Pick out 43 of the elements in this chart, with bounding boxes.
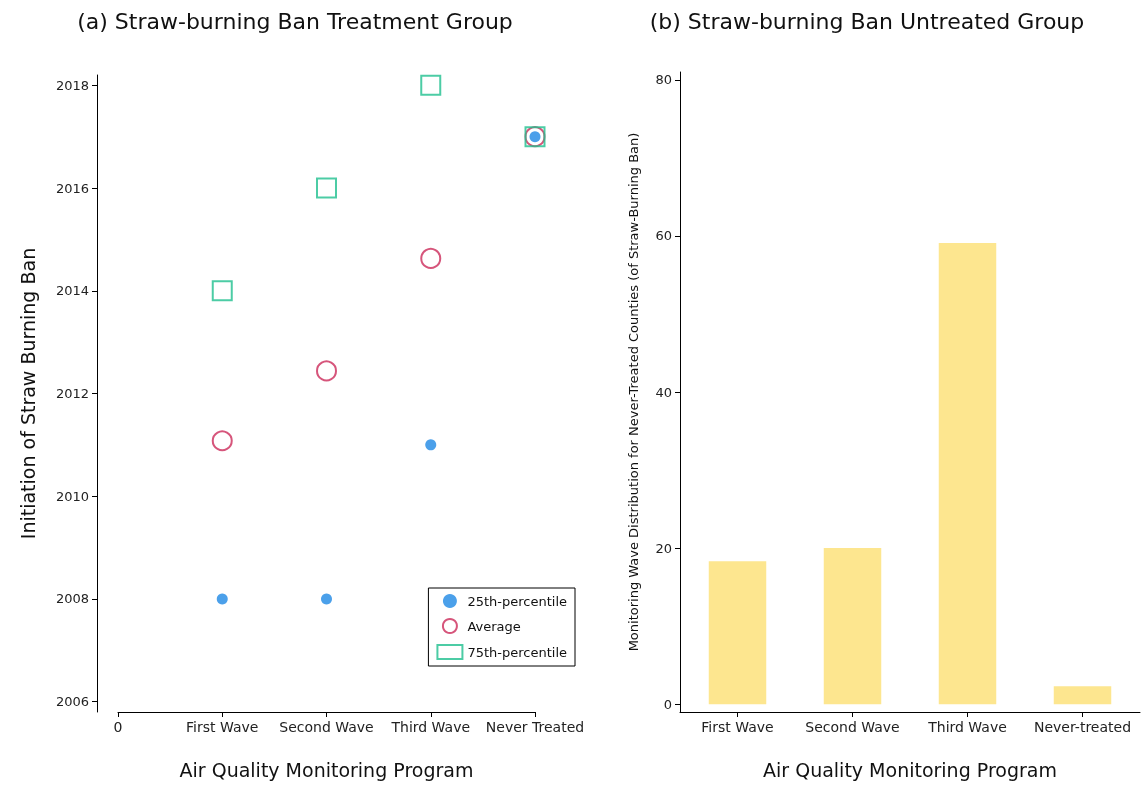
y-axis-title: Initiation of Straw Burning Ban [16, 247, 39, 540]
chart-title: (b) Straw-burning Ban Untreated Group [649, 8, 1085, 34]
y-tick-label: 2012 [55, 386, 89, 401]
y-tick-label: 40 [655, 384, 672, 400]
y-tick-label: 2016 [55, 180, 89, 196]
y-tick-label: 2014 [55, 283, 89, 299]
x-axis-title: Air Quality Monitoring Program [763, 758, 1057, 781]
chart-title: (a) Straw-burning Ban Treatment Group [77, 8, 513, 34]
point [425, 439, 437, 451]
x-tick-label: First Wave [186, 719, 259, 735]
legend-label: 75th-percentile [467, 644, 568, 660]
y-tick-label: 2008 [55, 591, 89, 607]
x-tick-label: 0 [113, 719, 123, 735]
y-tick-label: 80 [655, 72, 672, 88]
point [420, 74, 442, 96]
point [420, 247, 442, 269]
x-tick-label: First Wave [701, 719, 774, 735]
y-tick-label: 0 [663, 696, 672, 712]
bar [823, 548, 882, 705]
y-tick-label: 60 [655, 228, 672, 244]
point [216, 593, 228, 605]
x-tick-label: Second Wave [279, 719, 374, 735]
legend-label: 25th-percentile [467, 593, 568, 609]
x-axis-title: Air Quality Monitoring Program [179, 758, 474, 781]
y-tick-label: 2006 [55, 694, 89, 710]
bar [708, 561, 767, 705]
legend-label: Average [467, 618, 521, 634]
y-axis-title: Monitoring Wave Distribution for Never-Treated Counties (of Straw-Burning Ban) [626, 132, 641, 652]
x-tick-label: Second Wave [805, 719, 900, 735]
x-tick-label: Never-treated [1033, 719, 1132, 735]
point [211, 280, 233, 302]
bar [1053, 686, 1112, 705]
point [316, 177, 337, 199]
point [211, 430, 233, 452]
x-tick-label: Third Wave [390, 719, 471, 735]
y-tick-label: 20 [655, 540, 672, 556]
y-tick-label: 2018 [55, 77, 89, 93]
y-tick-label: 2010 [55, 488, 89, 504]
bar [938, 242, 997, 705]
point [316, 360, 337, 382]
point [321, 593, 332, 605]
x-tick-label: Never Treated [485, 719, 585, 735]
x-tick-label: Third Wave [927, 719, 1007, 735]
